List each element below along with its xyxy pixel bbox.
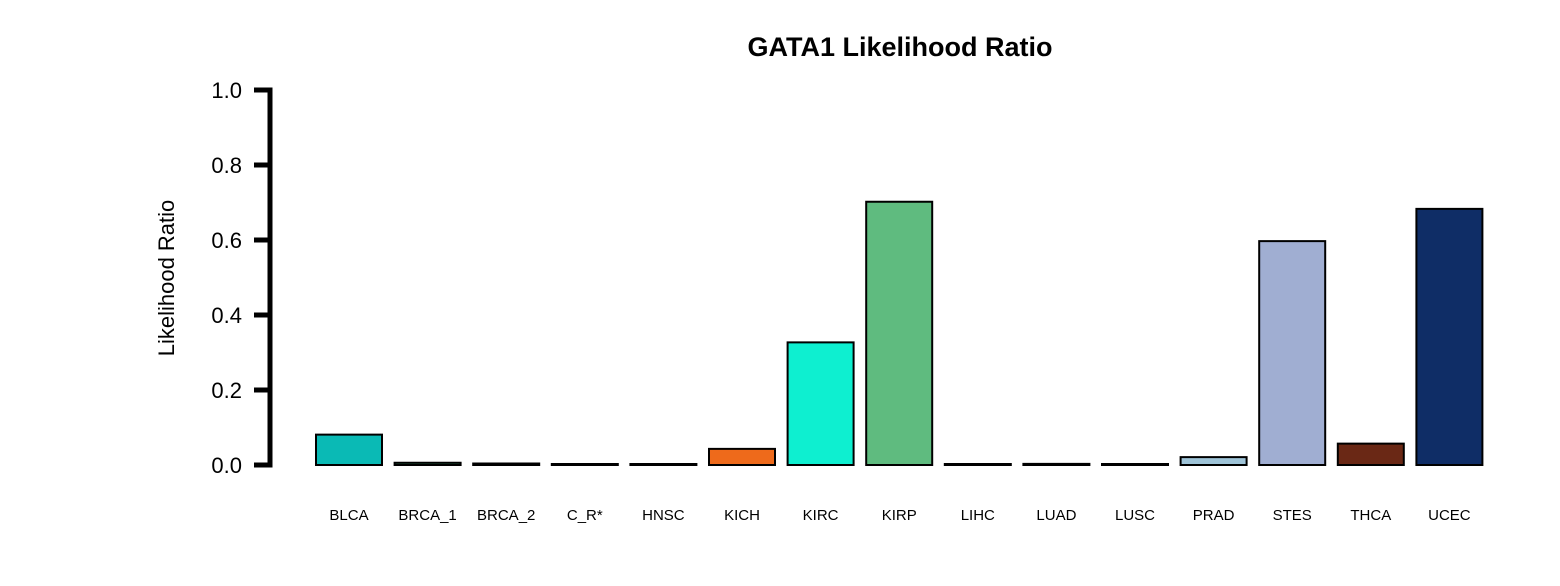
bar-blca <box>315 433 383 466</box>
bar-luad <box>1022 462 1091 466</box>
x-tick-label: UCEC <box>1428 507 1471 524</box>
y-tick-label: 0.4 <box>211 303 242 328</box>
chart-title: GATA1 Likelihood Ratio <box>747 32 1052 62</box>
x-tick-label: C_R* <box>567 507 603 524</box>
y-tick-label: 0.2 <box>211 378 242 403</box>
x-tick-label: KIRC <box>803 507 839 524</box>
bar-hnsc <box>629 463 698 466</box>
bar-prad <box>1179 456 1248 466</box>
bar-brca-1 <box>393 461 462 466</box>
y-axis: 0.0 0.2 0.4 0.6 0.8 1.0 <box>211 78 273 478</box>
y-axis-label: Likelihood Ratio <box>154 200 179 357</box>
x-tick-label: PRAD <box>1193 507 1235 524</box>
bar-kirp <box>865 200 934 466</box>
x-tick-label: KICH <box>724 507 760 524</box>
bar-brca-2 <box>472 462 541 466</box>
x-tick-label: KIRP <box>882 507 917 524</box>
bar-lihc <box>943 463 1012 466</box>
x-tick-label: LIHC <box>961 507 995 524</box>
bar-lusc <box>1101 463 1169 466</box>
y-tick-label: 0.8 <box>211 153 242 178</box>
bar-stes <box>1258 240 1327 466</box>
bar-ucec <box>1415 207 1484 466</box>
x-tick-label: BLCA <box>329 507 368 524</box>
x-tick-label: BRCA_2 <box>477 507 535 524</box>
bar-thca <box>1336 442 1405 466</box>
x-tick-label: LUAD <box>1036 507 1076 524</box>
bar-kich <box>708 447 776 466</box>
x-tick-label: STES <box>1273 507 1312 524</box>
x-axis-labels: BLCA BRCA_1 BRCA_2 C_R* HNSC KICH KIRC KIRP LIHC… <box>329 507 1470 524</box>
x-tick-label: THCA <box>1350 507 1391 524</box>
bar-c-r- <box>550 463 619 466</box>
x-tick-label: LUSC <box>1115 507 1155 524</box>
y-tick-label: 0.6 <box>211 228 242 253</box>
y-tick-label: 0.0 <box>211 453 242 478</box>
bar-kirc <box>786 341 855 466</box>
x-tick-label: BRCA_1 <box>398 507 456 524</box>
x-tick-label: HNSC <box>642 507 685 524</box>
bars-group <box>315 200 1484 466</box>
y-tick-label: 1.0 <box>211 78 242 103</box>
